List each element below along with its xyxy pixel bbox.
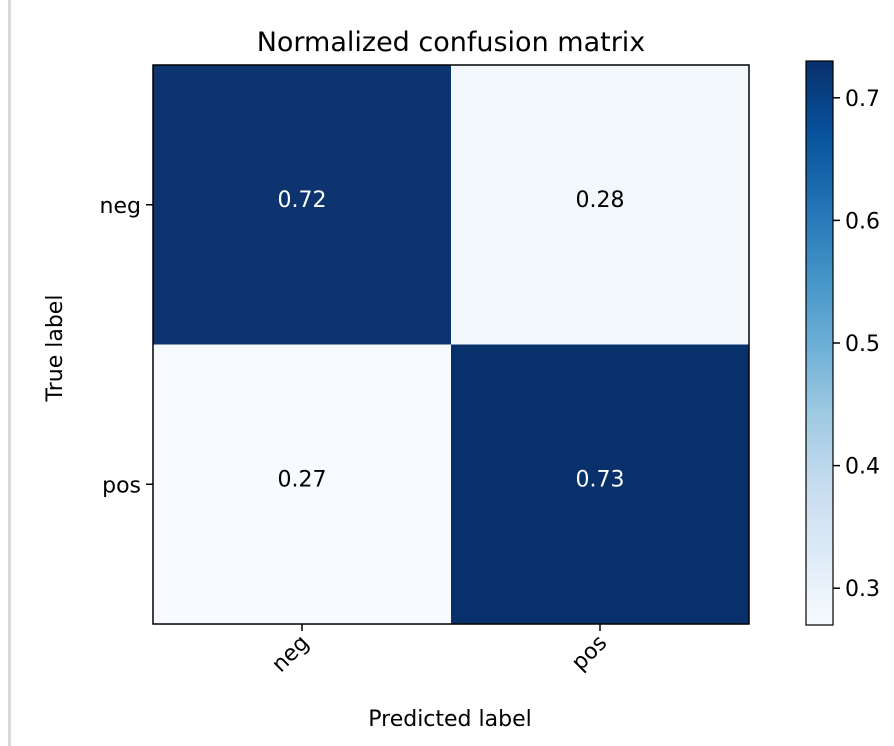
y-axis-label: True label — [43, 295, 68, 403]
cell-value-label: 0.28 — [576, 188, 625, 213]
colorbar-tick-label: 0.7 — [845, 87, 880, 112]
y-tick-label: pos — [102, 473, 141, 498]
matrix-cells: 0.72 0.28 0.27 0.73 — [153, 65, 749, 624]
y-tick-label: neg — [100, 194, 141, 219]
cell-value-label: 0.73 — [576, 468, 625, 493]
colorbar-tick-label: 0.6 — [845, 209, 880, 234]
colorbar-tick-label: 0.5 — [845, 332, 880, 357]
chart-title: Normalized confusion matrix — [257, 27, 646, 58]
plot-frame — [152, 64, 750, 625]
matrix-cell — [153, 65, 451, 345]
matrix-cell — [153, 344, 451, 624]
colorbar-tick-label: 0.4 — [845, 455, 880, 480]
cell-value-label: 0.27 — [278, 468, 327, 493]
colorbar — [805, 60, 834, 626]
x-axis-label: Predicted label — [368, 707, 531, 732]
matrix-cell — [451, 344, 749, 624]
x-axis-ticks: neg pos — [267, 624, 612, 678]
colorbar-ticks: 0.3 0.4 0.5 0.6 0.7 — [833, 87, 880, 602]
y-axis-ticks: neg pos — [100, 194, 153, 498]
matrix-cell — [451, 65, 749, 345]
left-border-rule — [8, 0, 11, 746]
x-tick-label: neg — [267, 631, 314, 678]
x-tick-label: pos — [567, 631, 612, 676]
cell-value-label: 0.72 — [278, 188, 327, 213]
colorbar-tick-label: 0.3 — [845, 577, 880, 602]
